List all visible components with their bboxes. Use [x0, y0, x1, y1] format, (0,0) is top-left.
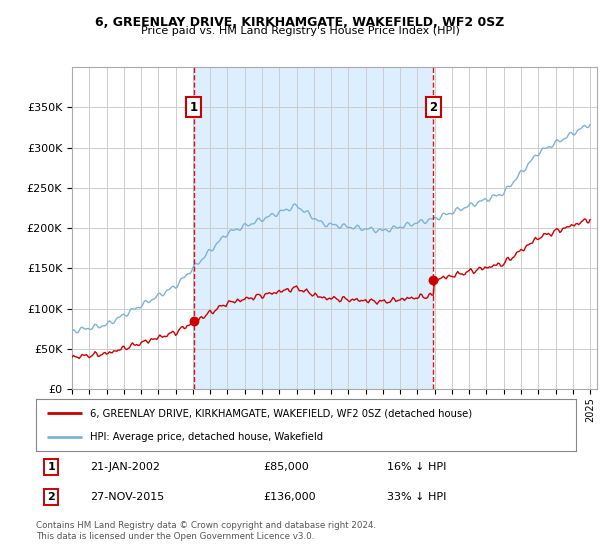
Text: Price paid vs. HM Land Registry's House Price Index (HPI): Price paid vs. HM Land Registry's House … — [140, 26, 460, 36]
Text: £85,000: £85,000 — [263, 463, 308, 472]
Text: 27-NOV-2015: 27-NOV-2015 — [90, 492, 164, 502]
Point — [189, 316, 199, 325]
Text: 2: 2 — [429, 101, 437, 114]
Text: 6, GREENLAY DRIVE, KIRKHAMGATE, WAKEFIELD, WF2 0SZ (detached house): 6, GREENLAY DRIVE, KIRKHAMGATE, WAKEFIEL… — [90, 408, 472, 418]
Text: HPI: Average price, detached house, Wakefield: HPI: Average price, detached house, Wake… — [90, 432, 323, 442]
Text: This data is licensed under the Open Government Licence v3.0.: This data is licensed under the Open Gov… — [36, 532, 314, 541]
Text: Contains HM Land Registry data © Crown copyright and database right 2024.: Contains HM Land Registry data © Crown c… — [36, 521, 376, 530]
Text: £136,000: £136,000 — [263, 492, 316, 502]
Text: 2: 2 — [47, 492, 55, 502]
Point — [428, 276, 438, 284]
Text: 21-JAN-2002: 21-JAN-2002 — [90, 463, 160, 472]
Text: 16% ↓ HPI: 16% ↓ HPI — [387, 463, 446, 472]
Text: 1: 1 — [190, 101, 198, 114]
Text: 1: 1 — [47, 463, 55, 472]
Text: 6, GREENLAY DRIVE, KIRKHAMGATE, WAKEFIELD, WF2 0SZ: 6, GREENLAY DRIVE, KIRKHAMGATE, WAKEFIEL… — [95, 16, 505, 29]
Bar — [194, 67, 433, 389]
Text: 33% ↓ HPI: 33% ↓ HPI — [387, 492, 446, 502]
